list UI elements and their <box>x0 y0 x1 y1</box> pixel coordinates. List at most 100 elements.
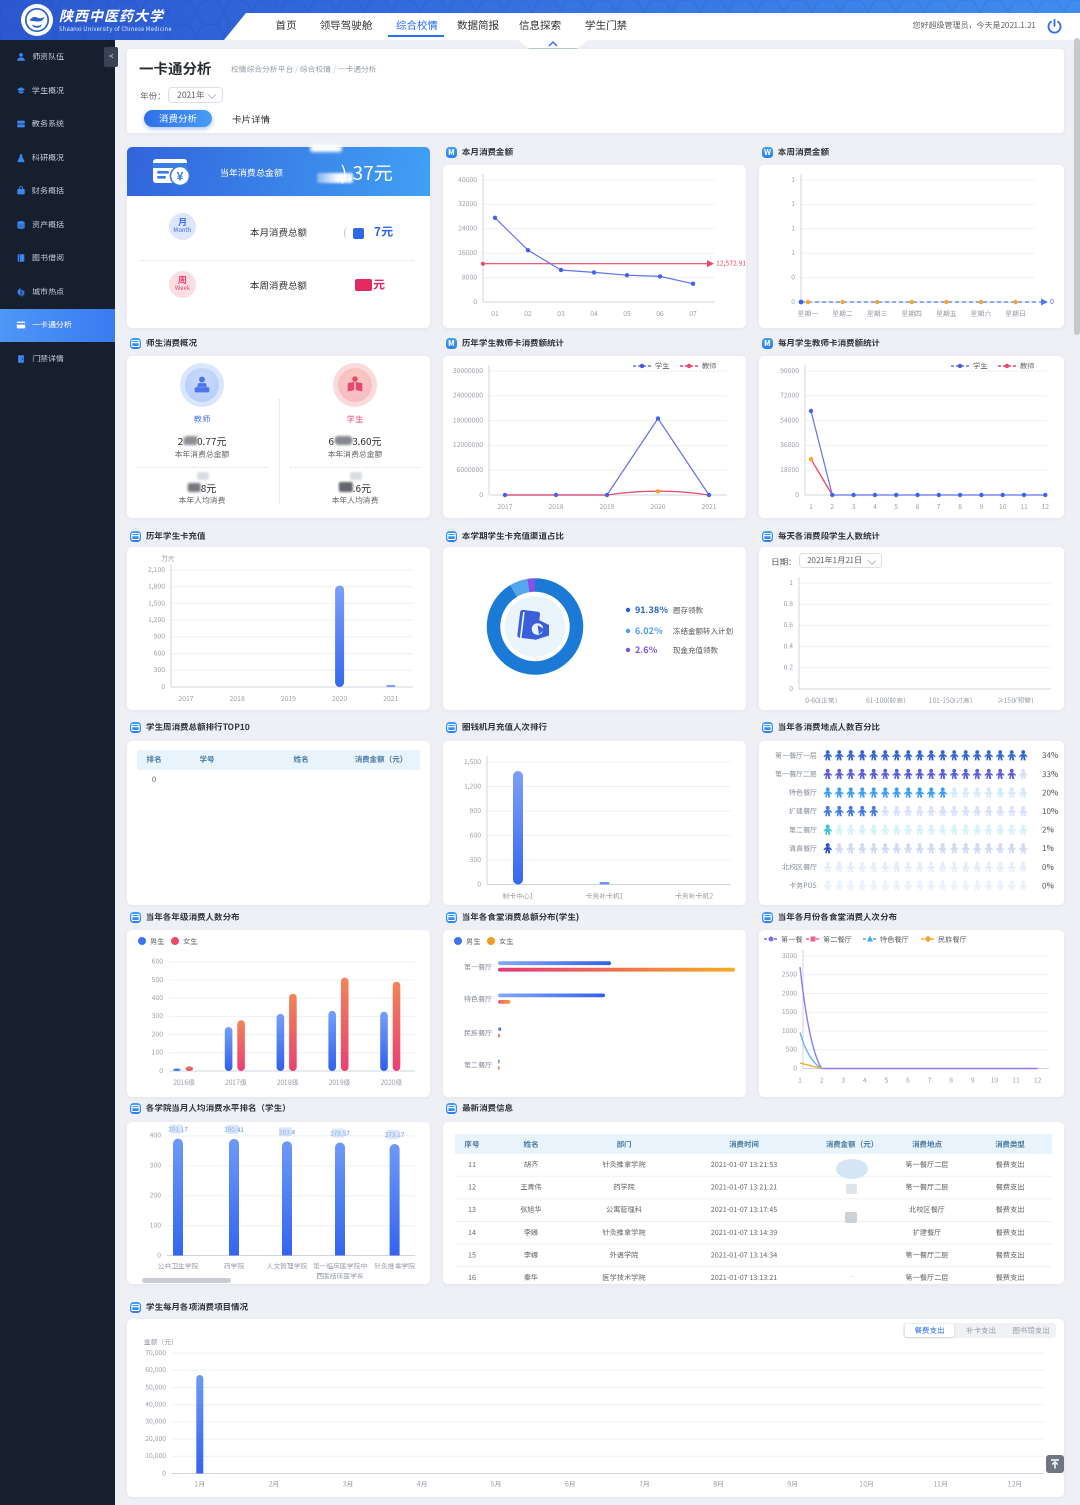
svg-text:第一餐厅二层: 第一餐厅二层 <box>905 1273 949 1283</box>
svg-text:针灸推拿学院: 针灸推拿学院 <box>602 1228 646 1238</box>
svg-text:2021-01-07 13:14:39: 2021-01-07 13:14:39 <box>711 1228 777 1238</box>
svg-text:1,200: 1,200 <box>464 780 481 790</box>
svg-text:0: 0 <box>473 296 477 306</box>
svg-text:第二餐厅: 第二餐厅 <box>789 825 817 835</box>
svg-text:600: 600 <box>154 647 166 657</box>
svg-text:民族餐厅: 民族餐厅 <box>938 935 967 945</box>
svg-text:医学技术学院: 医学技术学院 <box>602 1273 646 1283</box>
svg-text:特色餐厅: 特色餐厅 <box>464 995 492 1005</box>
svg-text:11: 11 <box>468 1160 476 1170</box>
svg-text:姓名: 姓名 <box>524 1139 539 1150</box>
svg-text:2021-01-07 13:14:34: 2021-01-07 13:14:34 <box>711 1250 777 1260</box>
svg-text:4月: 4月 <box>417 1478 428 1488</box>
svg-text:30,000: 30,000 <box>145 1416 166 1426</box>
svg-text:10: 10 <box>991 1074 999 1084</box>
svg-text:人文管理学院: 人文管理学院 <box>267 1260 308 1270</box>
svg-text:16000: 16000 <box>458 247 477 257</box>
svg-text:特色餐厅: 特色餐厅 <box>789 788 817 798</box>
svg-text:02: 02 <box>524 308 532 318</box>
svg-text:2021: 2021 <box>383 693 398 703</box>
svg-text:餐费支出: 餐费支出 <box>996 1205 1025 1215</box>
svg-text:40,000: 40,000 <box>145 1399 166 1409</box>
svg-text:外语学院: 外语学院 <box>610 1250 640 1260</box>
svg-text:2018: 2018 <box>548 501 563 511</box>
svg-text:2%: 2% <box>1042 825 1054 836</box>
svg-text:5月: 5月 <box>491 1478 502 1488</box>
svg-text:星期六: 星期六 <box>971 308 992 318</box>
svg-text:张旭华: 张旭华 <box>520 1205 542 1215</box>
svg-text:2017级: 2017级 <box>224 1077 248 1087</box>
svg-text:星期二: 星期二 <box>832 308 853 318</box>
svg-text:2016级: 2016级 <box>172 1077 196 1087</box>
svg-text:6000000: 6000000 <box>457 464 484 474</box>
svg-text:1000: 1000 <box>782 1025 797 1035</box>
svg-text:李娜: 李娜 <box>524 1250 539 1260</box>
svg-text:4: 4 <box>863 1074 867 1084</box>
svg-text:第一餐厅一层: 第一餐厅一层 <box>775 751 817 761</box>
svg-text:星期日: 星期日 <box>1005 308 1025 318</box>
svg-text:03: 03 <box>557 308 565 318</box>
svg-text:36000: 36000 <box>780 439 799 449</box>
svg-text:2017: 2017 <box>497 501 512 511</box>
svg-text:星期三: 星期三 <box>867 308 887 318</box>
svg-text:2017: 2017 <box>178 693 193 703</box>
svg-text:药学院: 药学院 <box>613 1183 635 1193</box>
svg-text:0: 0 <box>477 878 481 888</box>
svg-text:9: 9 <box>980 501 984 511</box>
svg-text:90000: 90000 <box>780 365 799 375</box>
svg-text:0: 0 <box>159 1065 163 1075</box>
svg-text:500: 500 <box>786 1044 798 1054</box>
svg-text:北校区餐厅: 北校区餐厅 <box>909 1205 945 1215</box>
svg-text:特色餐厅: 特色餐厅 <box>880 935 909 945</box>
svg-text:0: 0 <box>789 683 793 693</box>
svg-text:扩建餐厅: 扩建餐厅 <box>913 1228 942 1238</box>
svg-text:秦华: 秦华 <box>524 1273 538 1283</box>
svg-text:1: 1 <box>798 1074 802 1084</box>
svg-text:1,500: 1,500 <box>148 597 165 607</box>
svg-text:8: 8 <box>958 501 962 511</box>
svg-text:1: 1 <box>791 198 795 208</box>
svg-text:第一餐: 第一餐 <box>781 935 803 945</box>
svg-text:3: 3 <box>841 1074 845 1084</box>
svg-text:2019: 2019 <box>599 501 614 511</box>
svg-text:2021: 2021 <box>701 501 716 511</box>
svg-text:餐费支出: 餐费支出 <box>996 1273 1025 1283</box>
svg-text:现金充值领款: 现金充值领款 <box>673 645 718 656</box>
svg-text:8000: 8000 <box>462 271 477 281</box>
svg-text:101-150(过高): 101-150(过高) <box>929 695 972 703</box>
svg-text:18000000: 18000000 <box>453 414 483 424</box>
svg-text:女生: 女生 <box>183 937 197 947</box>
svg-text:8月: 8月 <box>713 1478 724 1488</box>
svg-text:2020级: 2020级 <box>379 1077 403 1087</box>
svg-text:2018级: 2018级 <box>276 1077 300 1087</box>
svg-text:0: 0 <box>157 1249 161 1259</box>
svg-text:药学院: 药学院 <box>224 1260 245 1270</box>
svg-text:.: . <box>851 1269 853 1280</box>
svg-text:星期一: 星期一 <box>798 308 819 318</box>
svg-text:公共卫生学院: 公共卫生学院 <box>158 1260 199 1270</box>
svg-text:6.02%: 6.02% <box>635 624 664 637</box>
svg-text:女生: 女生 <box>499 937 513 947</box>
svg-text:第一餐厅二层: 第一餐厅二层 <box>905 1183 949 1193</box>
svg-text:30000000: 30000000 <box>453 365 483 375</box>
svg-text:60,000: 60,000 <box>145 1364 166 1374</box>
svg-text:消费金额（元）: 消费金额（元） <box>826 1139 879 1150</box>
svg-text:2018: 2018 <box>230 693 245 703</box>
svg-text:男生: 男生 <box>150 937 164 947</box>
svg-text:9: 9 <box>971 1074 975 1084</box>
svg-text:教师: 教师 <box>702 361 716 371</box>
svg-text:33%: 33% <box>1042 769 1058 780</box>
svg-text:7: 7 <box>928 1074 932 1084</box>
svg-text:金额（元）: 金额（元） <box>144 1336 178 1346</box>
svg-text:0: 0 <box>793 1062 797 1072</box>
svg-text:卡务POS: 卡务POS <box>789 881 817 891</box>
svg-text:1%: 1% <box>1042 843 1054 854</box>
svg-text:400: 400 <box>152 992 164 1002</box>
svg-text:餐费支出: 餐费支出 <box>996 1228 1025 1238</box>
svg-text:50,000: 50,000 <box>145 1381 166 1391</box>
svg-text:7: 7 <box>937 501 941 511</box>
svg-text:2021-01-07 13:21:53: 2021-01-07 13:21:53 <box>711 1160 777 1170</box>
svg-text:900: 900 <box>470 805 482 815</box>
svg-text:32000: 32000 <box>458 198 477 208</box>
svg-text:部门: 部门 <box>617 1139 632 1150</box>
